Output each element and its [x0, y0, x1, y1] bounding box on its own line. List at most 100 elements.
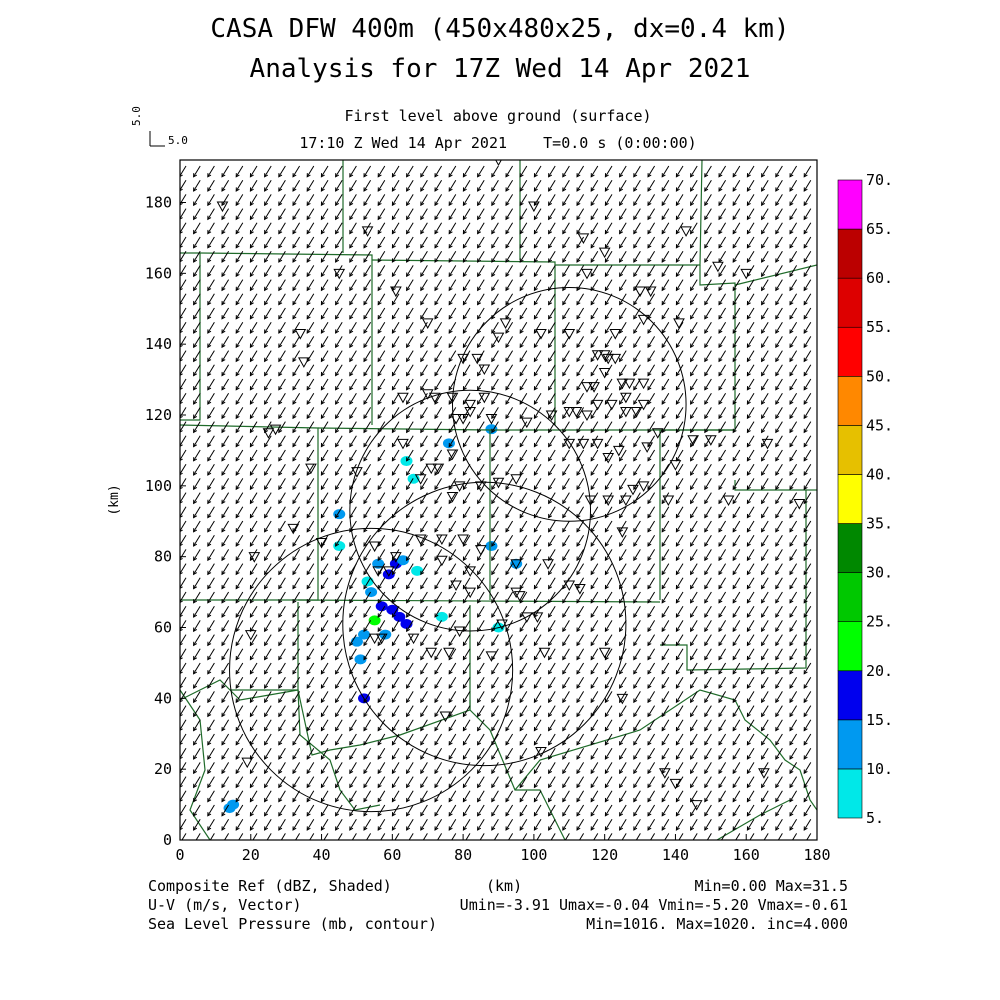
wind-vector — [675, 350, 684, 362]
station-marker — [577, 233, 590, 244]
wind-vector — [292, 676, 301, 689]
wind-vector-head — [803, 442, 808, 448]
wind-vector-head — [562, 229, 567, 235]
wind-vector — [363, 648, 372, 660]
wind-vector-head — [420, 371, 425, 377]
wind-vector — [207, 520, 215, 533]
station-marker — [761, 438, 774, 450]
wind-vector-head — [221, 315, 226, 320]
wind-vector-head — [590, 769, 595, 775]
wind-vector — [803, 463, 812, 476]
wind-vector-head — [377, 684, 382, 689]
wind-vector — [718, 265, 727, 277]
wind-vector-head — [690, 414, 695, 420]
wind-vector — [235, 236, 244, 249]
wind-vector — [193, 804, 201, 817]
wind-vector-head — [690, 599, 695, 604]
station-marker — [428, 392, 441, 404]
station-marker — [563, 406, 576, 418]
wind-vector-head — [335, 826, 340, 831]
wind-vector — [278, 520, 286, 533]
wind-vector — [548, 620, 556, 632]
wind-vector — [562, 293, 570, 305]
wind-vector — [746, 165, 755, 178]
wind-vector-head — [235, 641, 240, 647]
wind-vector-head — [732, 215, 737, 221]
wind-vector — [704, 208, 712, 220]
wind-vector — [320, 222, 329, 234]
wind-vector — [278, 463, 286, 476]
wind-vector-head — [803, 215, 808, 221]
wind-vector — [746, 520, 755, 533]
wind-vector-head — [420, 826, 425, 831]
wind-vector-head — [590, 627, 595, 633]
wind-vector-head — [278, 812, 283, 817]
wind-vector-head — [590, 485, 595, 491]
wind-vector-head — [193, 670, 198, 675]
wind-vector — [207, 605, 215, 618]
footer-right-2: Umin=-3.91 Umax=-0.04 Vmin=-5.20 Vmax=-0… — [459, 896, 848, 914]
wind-vector-head — [320, 286, 325, 292]
wind-vector — [221, 605, 230, 618]
wind-vector-head — [761, 584, 766, 590]
wind-vector-head — [221, 712, 226, 718]
wind-vector — [718, 705, 727, 717]
wind-vector-head — [462, 684, 467, 689]
wind-vector — [604, 620, 613, 632]
wind-vector — [363, 790, 372, 802]
wind-vector — [434, 378, 443, 391]
wind-vector — [633, 179, 641, 192]
wind-vector — [647, 705, 656, 717]
wind-vector — [406, 648, 414, 660]
wind-vector — [294, 833, 301, 840]
wind-vector-head — [434, 755, 439, 760]
wind-vector-head — [434, 428, 439, 434]
wind-vector — [391, 648, 400, 660]
wind-vector-head — [704, 570, 709, 576]
wind-vector — [789, 762, 798, 774]
wind-vector — [306, 506, 315, 518]
wind-vector — [519, 804, 528, 817]
wind-vector-head — [505, 613, 510, 618]
wind-vector — [335, 634, 343, 646]
wind-vector-head — [519, 499, 524, 505]
wind-vector — [533, 307, 542, 320]
wind-vector — [761, 648, 769, 660]
wind-vector-head — [462, 329, 467, 334]
wind-vector — [462, 392, 471, 405]
wind-vector — [420, 208, 428, 220]
wind-vector-head — [292, 329, 297, 334]
wind-vector-head — [746, 400, 751, 405]
wind-vector-head — [477, 741, 482, 746]
wind-vector — [718, 463, 727, 476]
station-marker — [630, 406, 643, 418]
wind-vector-head — [363, 655, 368, 661]
wind-vector-head — [776, 841, 779, 845]
wind-vector — [320, 620, 329, 632]
station-marker — [414, 474, 427, 485]
wind-vector-head — [264, 229, 269, 235]
wind-vector-head — [519, 769, 524, 775]
wind-vector — [221, 534, 230, 547]
wind-vector — [519, 336, 528, 348]
wind-vector-head — [406, 300, 411, 306]
wind-vector — [789, 506, 798, 518]
wind-vector — [690, 435, 698, 447]
wind-vector-head — [647, 584, 652, 590]
wind-vector-head — [590, 300, 595, 306]
wind-vector-head — [491, 315, 496, 320]
wind-vector — [505, 620, 514, 632]
wind-vector-head — [477, 726, 482, 732]
wind-vector — [732, 563, 741, 575]
wind-vector — [761, 421, 769, 433]
wind-vector-head — [590, 286, 595, 292]
wind-vector-head — [292, 613, 297, 618]
station-marker — [287, 523, 300, 535]
wind-vector-head — [746, 414, 751, 420]
wind-vector-head — [505, 357, 510, 363]
wind-vector-head — [604, 286, 609, 292]
wind-vector-head — [675, 471, 680, 476]
wind-vector — [803, 208, 812, 220]
wind-vector-head — [576, 371, 581, 377]
wind-vector-head — [505, 457, 510, 462]
